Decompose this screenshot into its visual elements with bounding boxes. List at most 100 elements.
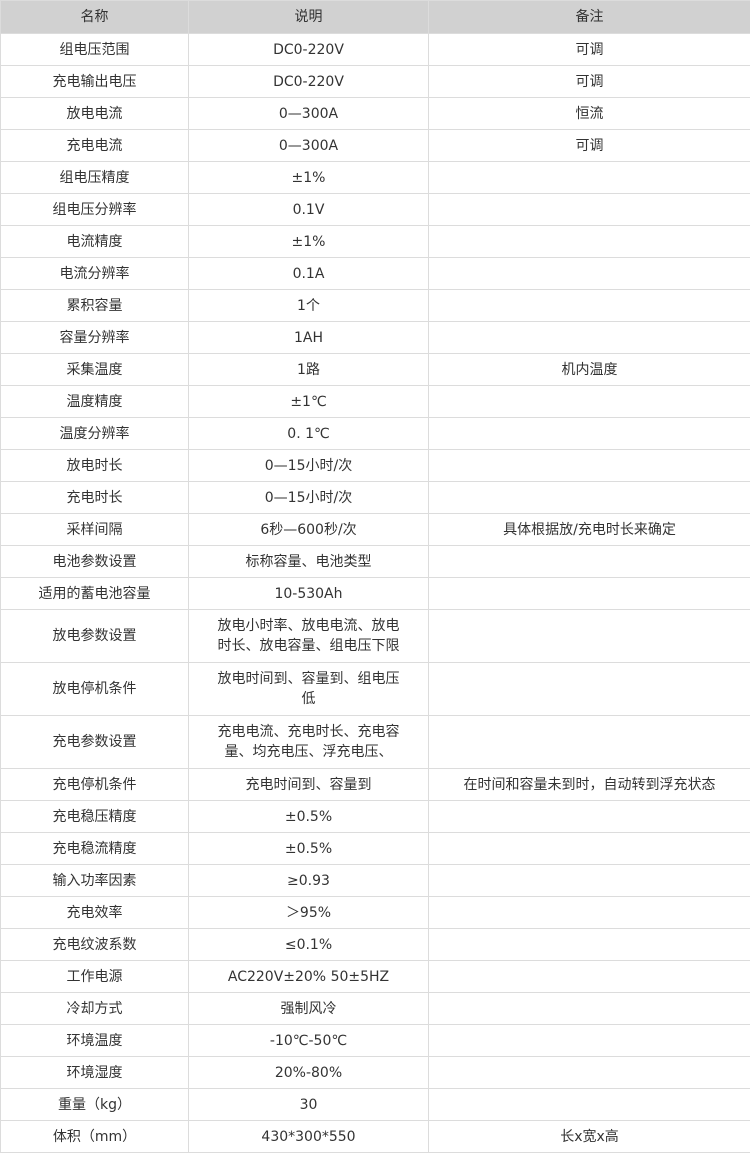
cell-remark [429,386,750,418]
cell-name: 容量分辨率 [1,322,189,354]
cell-description: 1AH [189,322,429,354]
cell-description: 充电时间到、容量到 [189,769,429,801]
table-row: 充电稳压精度±0.5% [1,801,750,833]
cell-description: -10℃-50℃ [189,1025,429,1057]
cell-name: 温度分辨率 [1,418,189,450]
cell-remark [429,663,750,716]
table-header-row: 名称 说明 备注 [1,1,750,34]
cell-name: 充电时长 [1,482,189,514]
cell-remark [429,226,750,258]
cell-remark [429,162,750,194]
cell-remark [429,258,750,290]
cell-remark [429,993,750,1025]
cell-description: 1路 [189,354,429,386]
cell-description: 20%-80% [189,1057,429,1089]
cell-description: 0—15小时/次 [189,482,429,514]
table-row: 冷却方式强制风冷 [1,993,750,1025]
cell-description: 430*300*550 [189,1121,429,1153]
cell-description: ±1% [189,162,429,194]
cell-description: 1个 [189,290,429,322]
cell-name: 充电电流 [1,130,189,162]
cell-description: ≥0.93 [189,865,429,897]
cell-name: 电池参数设置 [1,546,189,578]
table-row: 输入功率因素≥0.93 [1,865,750,897]
cell-remark [429,418,750,450]
table-row: 组电压精度±1% [1,162,750,194]
cell-name: 适用的蓄电池容量 [1,578,189,610]
cell-remark [429,833,750,865]
cell-name: 冷却方式 [1,993,189,1025]
cell-description: 0—15小时/次 [189,450,429,482]
table-row: 放电停机条件放电时间到、容量到、组电压 低 [1,663,750,716]
cell-name: 充电输出电压 [1,66,189,98]
cell-name: 放电停机条件 [1,663,189,716]
cell-name: 组电压范围 [1,34,189,66]
table-row: 电池参数设置标称容量、电池类型 [1,546,750,578]
cell-remark [429,450,750,482]
table-row: 温度精度±1℃ [1,386,750,418]
cell-description: 0. 1℃ [189,418,429,450]
cell-name: 采样间隔 [1,514,189,546]
cell-description: AC220V±20% 50±5HZ [189,961,429,993]
cell-remark: 具体根据放/充电时长来确定 [429,514,750,546]
cell-name: 电流分辨率 [1,258,189,290]
table-row: 放电参数设置放电小时率、放电电流、放电 时长、放电容量、组电压下限 [1,610,750,663]
cell-description: 充电电流、充电时长、充电容 量、均充电压、浮充电压、 [189,716,429,769]
cell-remark: 可调 [429,34,750,66]
cell-remark: 可调 [429,130,750,162]
cell-remark [429,578,750,610]
cell-remark: 在时间和容量未到时，自动转到浮充状态 [429,769,750,801]
cell-name: 电流精度 [1,226,189,258]
cell-name: 放电时长 [1,450,189,482]
cell-description: 0—300A [189,98,429,130]
cell-name: 累积容量 [1,290,189,322]
cell-name: 组电压分辨率 [1,194,189,226]
cell-name: 重量（kg） [1,1089,189,1121]
cell-name: 充电稳流精度 [1,833,189,865]
cell-description: 30 [189,1089,429,1121]
table-row: 电流精度±1% [1,226,750,258]
cell-description: 放电时间到、容量到、组电压 低 [189,663,429,716]
cell-remark: 可调 [429,66,750,98]
cell-name: 采集温度 [1,354,189,386]
cell-remark [429,194,750,226]
cell-name: 温度精度 [1,386,189,418]
cell-remark: 恒流 [429,98,750,130]
cell-remark [429,322,750,354]
cell-name: 输入功率因素 [1,865,189,897]
cell-description: ±0.5% [189,833,429,865]
cell-description: 强制风冷 [189,993,429,1025]
cell-remark [429,929,750,961]
header-remark: 备注 [429,1,750,34]
cell-name: 放电电流 [1,98,189,130]
table-row: 充电纹波系数≤0.1% [1,929,750,961]
cell-name: 环境温度 [1,1025,189,1057]
table-row: 环境温度-10℃-50℃ [1,1025,750,1057]
cell-name: 放电参数设置 [1,610,189,663]
header-name: 名称 [1,1,189,34]
cell-description: ±1℃ [189,386,429,418]
cell-remark: 长x宽x高 [429,1121,750,1153]
cell-remark [429,1025,750,1057]
cell-remark [429,610,750,663]
cell-remark: 机内温度 [429,354,750,386]
cell-name: 组电压精度 [1,162,189,194]
cell-remark [429,482,750,514]
cell-remark [429,290,750,322]
cell-remark [429,546,750,578]
cell-remark [429,801,750,833]
cell-description: 0—300A [189,130,429,162]
